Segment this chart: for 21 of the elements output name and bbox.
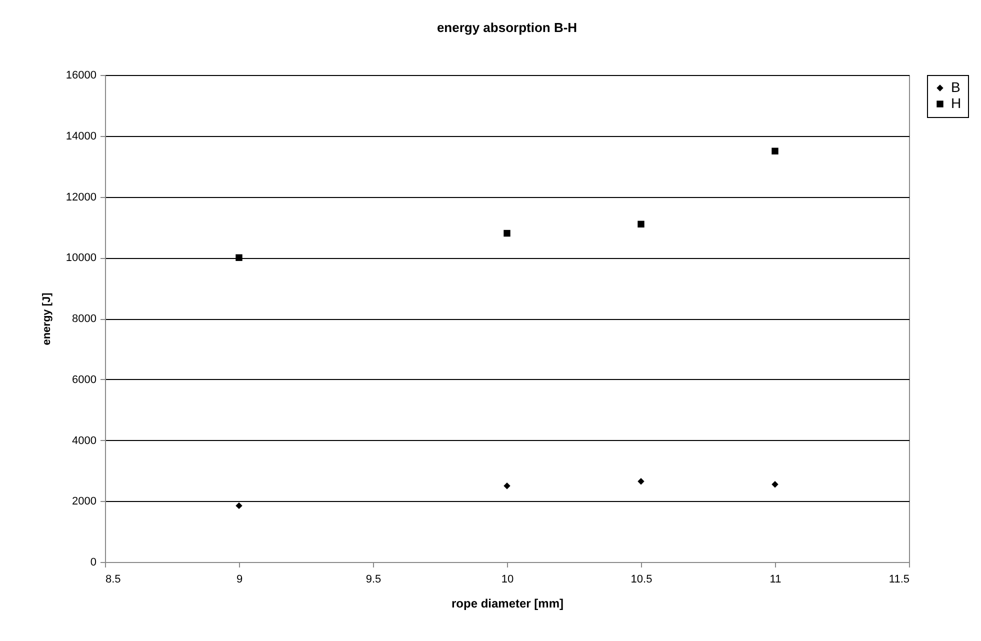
x-tick-label: 9.5 <box>366 574 382 586</box>
x-tick-label: 10.5 <box>630 574 652 586</box>
y-tick-label: 10000 <box>66 252 96 264</box>
y-tick-label: 8000 <box>72 313 96 325</box>
legend-label: B <box>951 79 960 95</box>
x-tick-label: 9 <box>236 574 243 586</box>
y-tick-label: 2000 <box>72 496 96 508</box>
y-tick-label: 0 <box>90 556 96 568</box>
x-tick-label: 8.5 <box>106 574 121 586</box>
legend-label: H <box>951 95 962 111</box>
y-tick-label: 14000 <box>66 130 96 142</box>
x-tick-label: 10 <box>501 574 514 586</box>
chart-title: energy absorption B-H <box>436 20 578 35</box>
y-tick-label: 12000 <box>66 191 96 204</box>
x-tick-label: 11 <box>770 574 782 586</box>
x-tick-label: 11.5 <box>888 574 910 586</box>
y-tick-label: 16000 <box>66 70 96 82</box>
y-tick-label: 4000 <box>72 434 96 447</box>
y-axis-title: energy [J] <box>40 292 53 346</box>
x-axis-title: rope diameter [mm] <box>451 596 564 610</box>
y-tick-label: 6000 <box>72 374 96 386</box>
